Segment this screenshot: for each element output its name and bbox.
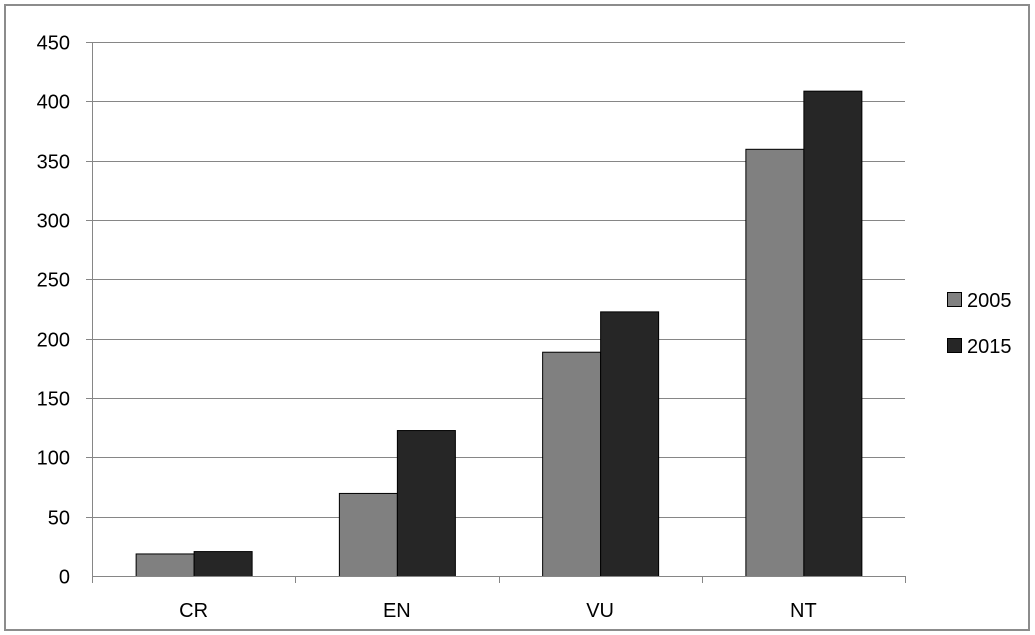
- y-tick-label: 200: [37, 330, 70, 352]
- y-tick-label: 300: [37, 211, 70, 233]
- legend: 2005 2015: [947, 290, 1012, 358]
- y-tick-label: 400: [37, 92, 70, 114]
- bars: [135, 90, 863, 578]
- y-tick-label: 100: [37, 448, 70, 470]
- bar-2015-EN: [396, 430, 456, 578]
- y-axis-tick-labels: 0 50 100 150 200 250 300 350 400 450: [37, 33, 70, 589]
- legend-label-2005: 2005: [967, 290, 1012, 312]
- legend-swatch-2015: [947, 338, 962, 353]
- bar-2005-CR: [135, 553, 195, 577]
- bar-2005-EN: [338, 492, 398, 577]
- y-tick-label: 50: [48, 508, 70, 530]
- y-tick-label: 150: [37, 389, 70, 411]
- x-axis: [92, 42, 906, 583]
- bar-2005-VU: [542, 351, 602, 577]
- x-axis-tick-labels: CR EN VU NT: [179, 600, 817, 622]
- y-tick-label: 250: [37, 270, 70, 292]
- x-tick-label-NT: NT: [790, 600, 817, 622]
- y-tick-label: 0: [59, 567, 70, 589]
- bar-2015-VU: [600, 311, 660, 577]
- bar-2015-NT: [803, 90, 863, 578]
- x-tick-label-CR: CR: [179, 600, 208, 622]
- bar-2015-CR: [193, 551, 253, 578]
- x-tick-label-EN: EN: [383, 600, 411, 622]
- y-tick-label: 450: [37, 33, 70, 55]
- x-tick-label-VU: VU: [586, 600, 614, 622]
- bar-2005-NT: [745, 148, 805, 578]
- y-tick-label: 350: [37, 152, 70, 174]
- legend-swatch-2005: [947, 292, 962, 307]
- legend-label-2015: 2015: [967, 336, 1012, 358]
